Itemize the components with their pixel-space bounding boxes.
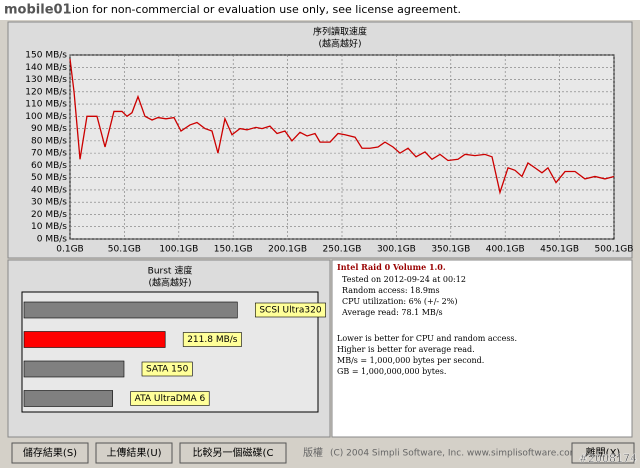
bar-label: SCSI Ultra320 [259, 306, 322, 316]
y-tick-label: 100 MB/s [25, 112, 67, 122]
bar [23, 301, 238, 319]
speed-line [69, 58, 615, 195]
save-label[interactable]: 儲存結果(S) [23, 446, 77, 459]
y-tick-label: 80 MB/s [31, 136, 67, 146]
y-tick-label: 30 MB/s [31, 198, 67, 208]
info-line: CPU utilization: 6% (+/- 2%) [342, 297, 457, 306]
x-tick-label: 50.1GB [108, 245, 141, 255]
x-tick-label: 500.1GB [595, 245, 634, 255]
x-tick-label: 450.1GB [540, 245, 579, 255]
bar [23, 360, 125, 378]
y-tick-label: 150 MB/s [25, 51, 67, 61]
exit-label[interactable]: 離開(X) [586, 446, 621, 459]
compare-label[interactable]: 比較另一個磁碟(C [193, 446, 274, 459]
info-note: MB/s = 1,000,000 bytes per second. [337, 356, 484, 365]
exit-button[interactable] [571, 442, 635, 464]
chart-subtitle: (越高越好) [148, 277, 191, 289]
y-tick-label: 130 MB/s [25, 75, 67, 85]
compare-button[interactable] [179, 442, 287, 464]
y-tick-label: 140 MB/s [25, 63, 67, 73]
x-tick-label: 150.1GB [214, 245, 253, 255]
banner-text: ion for non-commercial or evaluation use… [72, 3, 461, 16]
info-title: Intel Raid 0 Volume 1.0. [337, 262, 446, 272]
x-tick-label: 300.1GB [377, 245, 416, 255]
bar-label-box [255, 302, 326, 318]
bar-label: ATA UltraDMA 6 [135, 394, 206, 404]
y-tick-label: 50 MB/s [31, 173, 67, 183]
info-line: Random access: 18.9ms [342, 286, 440, 295]
y-tick-label: 40 MB/s [31, 185, 67, 195]
bar-label-box [141, 361, 193, 377]
bar [23, 331, 166, 348]
y-tick-label: 20 MB/s [31, 210, 67, 220]
chart-title: Burst 速度 [148, 265, 193, 277]
bar-label-box [130, 391, 210, 406]
x-tick-label: 250.1GB [323, 245, 362, 255]
copyright-text: (C) 2004 Simpli Software, Inc. www.simpl… [330, 449, 578, 459]
value-label: 211.8 MB/s [187, 335, 238, 345]
banner [0, 0, 640, 20]
info-line: Average read: 78.1 MB/s [341, 308, 443, 317]
x-tick-label: 350.1GB [431, 245, 470, 255]
copyright: 版權 [303, 446, 323, 459]
chart-subtitle: (越高越好) [318, 38, 361, 50]
upload-label[interactable]: 上傳結果(U) [106, 446, 161, 459]
y-tick-label: 70 MB/s [31, 149, 67, 159]
y-tick-label: 90 MB/s [31, 124, 67, 134]
upload-button[interactable] [95, 442, 173, 464]
y-tick-label: 60 MB/s [31, 161, 67, 171]
info-note: GB = 1,000,000,000 bytes. [337, 367, 446, 376]
y-tick-label: 10 MB/s [31, 222, 67, 232]
x-tick-label: 200.1GB [268, 245, 307, 255]
x-tick-label: 100.1GB [159, 245, 198, 255]
x-tick-label: 0.1GB [56, 245, 83, 255]
y-tick-label: 120 MB/s [25, 87, 67, 97]
info-note: Higher is better for average read. [337, 345, 475, 354]
bar [23, 390, 113, 407]
logo: mobile01 [4, 3, 72, 18]
info-panel [331, 259, 633, 438]
bar-label: SATA 150 [146, 365, 189, 375]
x-tick-label: 400.1GB [486, 245, 525, 255]
y-tick-label: 110 MB/s [25, 100, 67, 110]
bar-label-box [182, 332, 242, 347]
save-button[interactable] [11, 442, 89, 464]
y-tick-label: 0 MB/s [37, 235, 68, 245]
watermark: #2008174 [579, 452, 637, 465]
info-line: Tested on 2012-09-24 at 00:12 [342, 275, 466, 284]
chart-title: 序列讀取速度 [313, 26, 367, 38]
info-note: Lower is better for CPU and random acces… [337, 334, 517, 343]
